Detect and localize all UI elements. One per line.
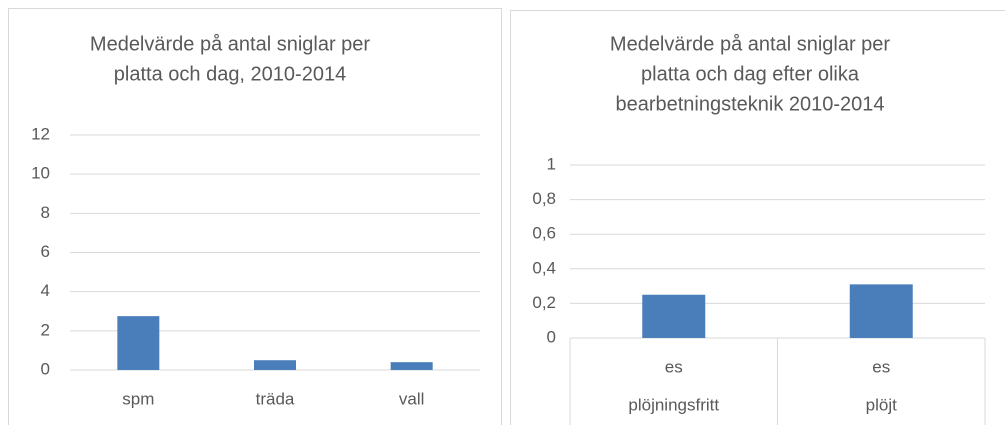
y-tick-label: 4 (41, 281, 50, 300)
x-tick-label: spm (122, 389, 154, 408)
x-tick-label: vall (399, 389, 425, 408)
x-tick-label: es (665, 357, 683, 376)
bar (849, 284, 913, 338)
y-tick-label: 0,4 (532, 258, 556, 277)
bar (642, 294, 706, 338)
y-tick-label: 6 (41, 242, 50, 261)
chart-frame (8, 8, 502, 425)
chart-title: platta och dag efter olika (641, 63, 860, 85)
y-tick-label: 0 (41, 359, 50, 378)
bar (254, 360, 296, 370)
chart-title: Medelvärde på antal sniglar per (610, 33, 891, 55)
y-tick-label: 1 (547, 154, 556, 173)
chart-title: Medelvärde på antal sniglar per (90, 33, 371, 55)
x-tick-label: es (872, 357, 890, 376)
y-tick-label: 8 (41, 203, 50, 222)
y-tick-label: 0 (547, 327, 556, 346)
chart-title: platta och dag, 2010-2014 (114, 63, 346, 85)
bar (117, 316, 160, 370)
y-tick-label: 2 (41, 320, 50, 339)
y-tick-label: 0,2 (532, 293, 556, 312)
y-tick-label: 0,6 (532, 224, 556, 243)
x-group-label: plöjt (866, 395, 897, 414)
chart-title: bearbetningsteknik 2010-2014 (615, 93, 884, 115)
bar (390, 362, 433, 370)
x-group-label: plöjningsfritt (628, 395, 719, 414)
x-tick-label: träda (256, 389, 295, 408)
y-tick-label: 0,8 (532, 189, 556, 208)
y-tick-label: 10 (31, 164, 50, 183)
y-tick-label: 12 (31, 124, 50, 143)
chart-frame (510, 10, 1005, 425)
